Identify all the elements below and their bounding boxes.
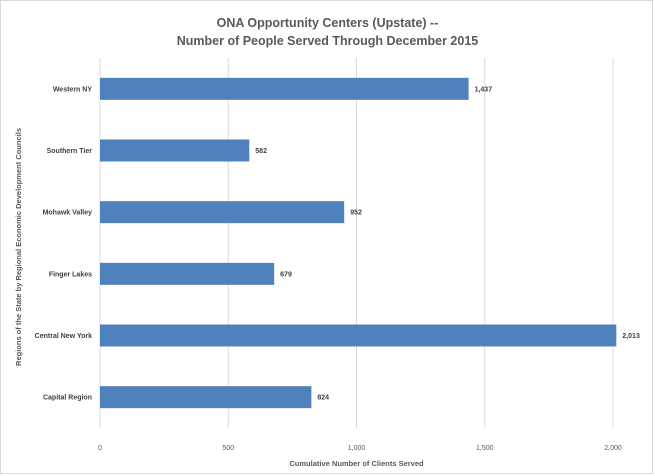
bar (100, 324, 617, 347)
bar-layer (100, 77, 617, 409)
data-label: 1,437 (475, 86, 493, 93)
bar (100, 201, 345, 224)
category-label: Finger Lakes (49, 271, 92, 278)
chart-subtitle: Number of People Served Through December… (176, 34, 479, 48)
chart-title: ONA Opportunity Centers (Upstate) -- (216, 16, 439, 30)
x-tick-label: 0 (98, 445, 102, 452)
chart-title-block: ONA Opportunity Centers (Upstate) -- Num… (0, 14, 655, 50)
x-axis-title: Cumulative Number of Clients Served (289, 459, 424, 468)
category-label: Mohawk Valley (43, 210, 93, 217)
category-label: Southern Tier (47, 148, 93, 155)
data-label: 679 (280, 271, 292, 278)
bar (100, 386, 312, 409)
y-axis-title: Regions of the State by Regional Economi… (14, 128, 23, 366)
grid-layer (99, 58, 614, 428)
x-tick-label: 2,000 (604, 445, 622, 452)
label-layer: 0 500 1,000 1,500 2,000 Western NY 1,437 Southe… (35, 86, 640, 452)
data-label: 2,013 (622, 333, 640, 340)
data-label: 952 (350, 210, 362, 217)
data-label: 824 (317, 395, 329, 402)
bar (100, 139, 250, 162)
category-label: Western NY (53, 86, 92, 93)
x-tick-label: 1,500 (476, 445, 494, 452)
bar (100, 262, 275, 285)
x-tick-label: 1,000 (348, 445, 366, 452)
category-label: Capital Region (43, 395, 92, 402)
bar (100, 77, 469, 100)
data-label: 582 (255, 148, 267, 155)
category-label: Central New York (35, 333, 92, 340)
x-tick-label: 500 (222, 445, 234, 452)
